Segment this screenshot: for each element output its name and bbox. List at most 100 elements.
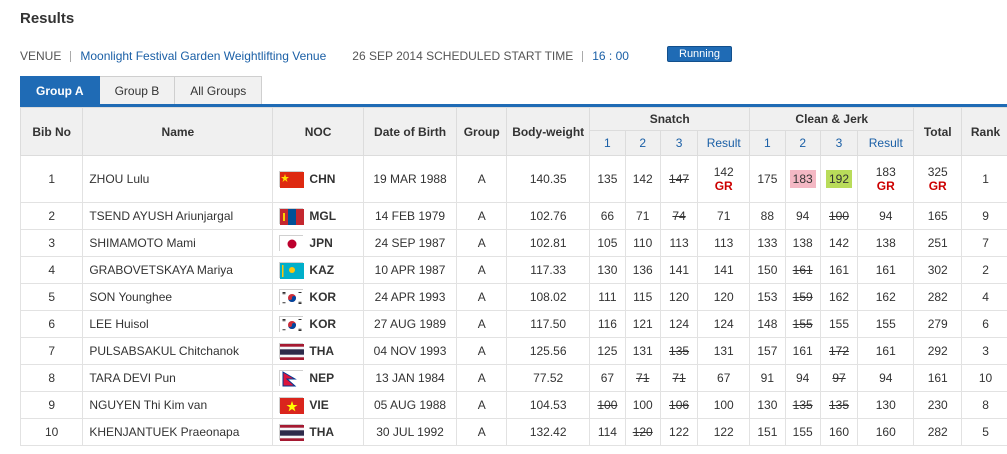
date-of-birth: 13 JAN 1984 [375,371,445,385]
cj-attempt-2-cell: 159 [784,283,821,311]
snatch-attempt-2-cell: 121 [624,310,661,338]
record-highlight: 192 [826,170,853,188]
cj-attempt-1-cell: 91 [749,364,786,392]
snatch-result: 124 [713,317,734,331]
cj-result-cell: 94 [857,202,915,230]
snatch-attempt-3: 124 [669,317,690,331]
rank-cell: 1 [961,155,1007,203]
bib-cell: 9 [19,391,84,419]
bodyweight-cell: 108.02 [506,283,591,311]
cj-attempt-2-cell: 94 [784,202,821,230]
dob-cell: 24 SEP 1987 [362,229,458,257]
noc-cell: JPN [272,229,364,257]
cj-attempt-2: 138 [792,236,813,250]
cj-result: 160 [875,425,896,439]
header-name: Name [82,107,274,156]
noc-code: THA [309,425,335,439]
athlete-name-cell: SON Younghee [82,283,274,311]
cj-attempt-2: 94 [795,371,810,385]
header-noc: NOC [272,107,364,156]
noc-cell: KAZ [272,256,364,284]
cj-attempt-2-cell: 135 [784,391,821,419]
bib-cell: 7 [19,337,84,365]
total-cell: 292 [913,337,963,365]
table-row: 9 NGUYEN Thi Kim van VIE 05 AUG 1988 A 104.53… [19,391,1007,419]
table-row: 5 SON Younghee KOR 24 APR 1993 A 108.02 111 115… [19,283,1007,311]
snatch-attempt-2: 131 [632,344,653,358]
cj-attempt-3: 161 [829,263,850,277]
bib-cell: 4 [19,256,84,284]
cj-attempt-1-cell: 88 [749,202,786,230]
group-cell: A [456,155,508,203]
group-cell: A [456,256,508,284]
header-cj-3: 3 [819,130,859,156]
cj-result-cell: 161 [857,337,915,365]
group: A [477,317,486,331]
cj-attempt-3-cell: 142 [819,229,859,257]
snatch-attempt-3-cell: 124 [659,310,699,338]
group: A [477,371,486,385]
flag-kor-icon [279,316,305,333]
table-row: 1 ZHOU Lulu CHN 19 MAR 1988 A 140.35 135 142 147… [19,155,1007,203]
cj-attempt-3: 192 [829,172,850,186]
cj-attempt-3-cell: 192 [819,155,859,203]
status-badge: Running [667,46,732,62]
noc-code: THA [309,344,335,358]
bodyweight: 117.50 [530,317,567,331]
date-of-birth: 24 APR 1993 [374,290,446,304]
dob-cell: 19 MAR 1988 [362,155,458,203]
header-group: Group [456,107,508,156]
flag-jpn-icon [279,235,305,252]
snatch-result: 100 [713,398,734,412]
total: 325 [927,165,948,179]
bodyweight: 102.81 [529,236,567,250]
snatch-attempt-3-cell: 147 [659,155,699,203]
rank: 7 [982,236,989,250]
cj-result-cell: 138 [857,229,915,257]
bodyweight: 140.35 [529,172,567,186]
venue-link[interactable]: Moonlight Festival Garden Weightlifting … [80,49,327,63]
tab-group-b[interactable]: Group B [99,76,176,105]
header-total: Total [913,107,963,156]
snatch-attempt-3: 122 [669,425,690,439]
rank: 5 [982,425,989,439]
athlete-name-cell: LEE Huisol [82,310,274,338]
cj-attempt-3: 97 [832,371,846,385]
bib-number: 5 [48,290,55,304]
rank-cell: 3 [961,337,1007,365]
bodyweight: 104.53 [529,398,567,412]
snatch-attempt-1-cell: 114 [589,418,626,446]
group: A [477,344,486,358]
tab-group-a[interactable]: Group A [20,76,100,105]
cj-attempt-1-cell: 130 [749,391,786,419]
total: 230 [927,398,948,412]
cj-attempt-2-cell: 155 [784,310,821,338]
snatch-attempt-1-cell: 105 [589,229,626,257]
cj-attempt-3: 100 [829,209,850,223]
snatch-attempt-1-cell: 100 [589,391,626,419]
athlete-name: TSEND AYUSH Ariunjargal [89,209,234,223]
athlete-name: TARA DEVI Pun [89,371,176,385]
cj-attempt-3: 172 [829,344,850,358]
cj-attempt-3: 155 [829,317,850,331]
bodyweight: 125.56 [529,344,567,358]
noc-cell: KOR [272,310,364,338]
cj-attempt-2: 94 [795,209,810,223]
total-cell: 161 [913,364,963,392]
cj-attempt-1: 133 [757,236,778,250]
noc-code: VIE [309,398,329,412]
snatch-result-cell: 71 [697,202,751,230]
bib-number: 3 [48,236,55,250]
noc-code: MGL [309,209,337,223]
dob-cell: 14 FEB 1979 [362,202,458,230]
noc-cell: NEP [272,364,364,392]
bodyweight: 117.33 [530,263,567,277]
cj-result: 138 [875,236,896,250]
cj-result: 130 [875,398,896,412]
bib-cell: 1 [19,155,84,203]
tab-all-groups[interactable]: All Groups [175,76,263,105]
cj-result-cell: 155 [857,310,915,338]
snatch-attempt-3-cell: 122 [659,418,699,446]
bib-number: 9 [48,398,55,412]
group-cell: A [456,229,508,257]
